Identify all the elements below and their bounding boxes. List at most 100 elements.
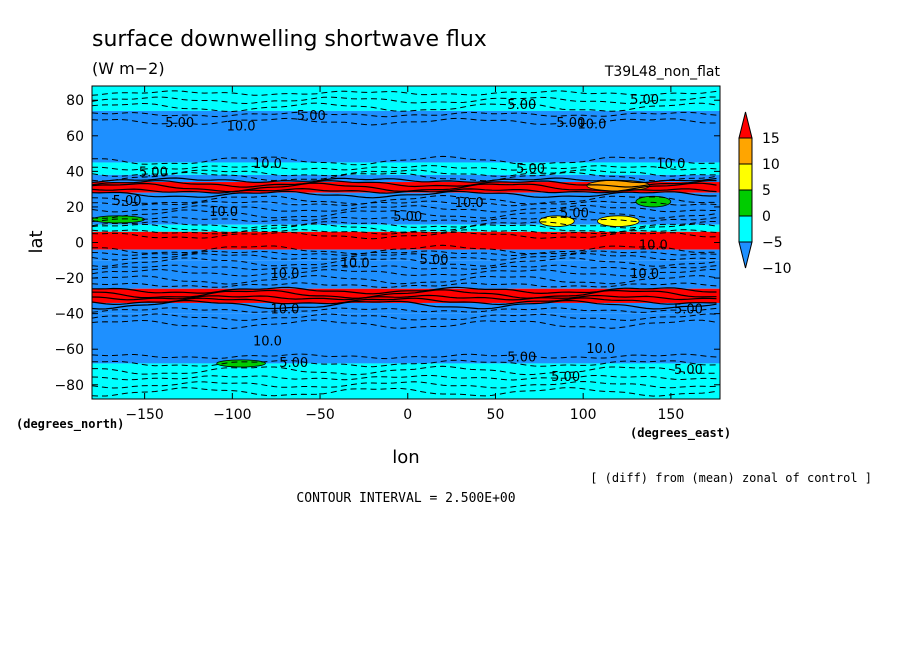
contour-line-13 bbox=[92, 190, 717, 199]
contour-band-9 bbox=[92, 249, 720, 261]
contour-label-7: 10.0 bbox=[253, 157, 282, 172]
x-tick-label-5: 100 bbox=[570, 407, 597, 423]
contour-band-7 bbox=[92, 224, 720, 232]
contour-line-6 bbox=[92, 165, 717, 171]
contour-line-23 bbox=[92, 244, 717, 255]
contour-line-26 bbox=[92, 257, 717, 267]
contour-label-20: 10.0 bbox=[630, 267, 659, 282]
contour-line-37 bbox=[92, 313, 717, 321]
x-units-label: (degrees_east) bbox=[630, 426, 731, 441]
contour-line-36 bbox=[92, 307, 717, 313]
contour-line-22 bbox=[92, 231, 717, 240]
contour-band-5 bbox=[92, 192, 720, 204]
contour-label-12: 10.0 bbox=[209, 205, 238, 220]
contour-line-25 bbox=[92, 252, 717, 261]
contour-label-18: 10.0 bbox=[639, 239, 668, 254]
contour-line-35 bbox=[92, 299, 717, 310]
colorbar-label-0: 15 bbox=[762, 131, 780, 147]
plot-area: 5.00 10.0 5.00 5.00 5.00 10.0 5.00 10.0 5.00 10.0… bbox=[91, 85, 721, 400]
contour-line-32 bbox=[92, 289, 717, 299]
contour-lines bbox=[92, 90, 717, 397]
contour-label-11: 5.00 bbox=[113, 194, 142, 209]
contour-line-0 bbox=[92, 90, 717, 96]
contour-label-25: 5.00 bbox=[279, 356, 308, 371]
contour-label-13: 10.0 bbox=[455, 196, 484, 211]
contour-patch-2 bbox=[635, 195, 672, 208]
contour-line-4 bbox=[92, 117, 717, 126]
x-axis-label: lon bbox=[392, 447, 419, 468]
contour-line-3 bbox=[92, 111, 717, 118]
contour-line-29 bbox=[92, 275, 717, 285]
colorbar-segment-2 bbox=[738, 163, 753, 191]
contour-label-3: 5.00 bbox=[507, 98, 536, 113]
contour-line-21 bbox=[92, 229, 717, 235]
contour-label-4: 5.00 bbox=[556, 116, 585, 131]
contour-band-14 bbox=[92, 363, 720, 399]
contour-band-12 bbox=[92, 302, 720, 314]
contour-line-14 bbox=[92, 194, 717, 205]
contour-line-17 bbox=[92, 209, 717, 219]
colorbar-segment-3 bbox=[738, 189, 753, 217]
contour-band-8 bbox=[92, 231, 720, 250]
contour-label-6: 5.00 bbox=[630, 93, 659, 108]
contour-label-24: 10.0 bbox=[586, 342, 615, 357]
x-tick-label-4: 50 bbox=[487, 407, 505, 423]
y-units-label: (degrees_north) bbox=[16, 417, 124, 432]
contour-line-15 bbox=[92, 200, 717, 207]
contour-line-18 bbox=[92, 216, 717, 223]
y-axis-label: lat bbox=[26, 230, 47, 253]
contour-line-2 bbox=[92, 102, 717, 113]
y-tick-label-8: −80 bbox=[54, 378, 84, 394]
colorbar-label-5: −10 bbox=[762, 261, 792, 277]
contour-label-2: 5.00 bbox=[297, 109, 326, 124]
x-tick-label-1: −100 bbox=[213, 407, 251, 423]
colorbar-top-triangle bbox=[738, 111, 753, 139]
contour-line-41 bbox=[92, 365, 717, 376]
y-tick-label-7: −60 bbox=[54, 342, 84, 358]
contour-band-13 bbox=[92, 313, 720, 364]
contour-line-9 bbox=[92, 177, 717, 184]
contour-line-7 bbox=[92, 169, 717, 177]
contour-line-38 bbox=[92, 319, 717, 330]
contour-label-14: 5.00 bbox=[393, 210, 422, 225]
contour-line-5 bbox=[92, 155, 717, 166]
contour-label-27: 5.00 bbox=[551, 370, 580, 385]
contour-line-24 bbox=[92, 250, 717, 257]
y-tick-label-6: −40 bbox=[54, 307, 84, 323]
contour-labels: 5.00 10.0 5.00 5.00 5.00 10.0 5.00 10.0 5.00 10.0… bbox=[113, 93, 703, 385]
contour-patch-1 bbox=[596, 215, 640, 227]
contour-line-42 bbox=[92, 374, 717, 381]
contour-line-27 bbox=[92, 264, 717, 271]
contour-line-16 bbox=[92, 204, 717, 213]
y-tick-label-0: 80 bbox=[66, 93, 84, 109]
contour-label-8: 5.00 bbox=[139, 166, 168, 181]
contour-line-43 bbox=[92, 380, 717, 389]
filled-contour-bands bbox=[92, 86, 720, 399]
contour-line-1 bbox=[92, 96, 717, 105]
contour-label-1: 10.0 bbox=[227, 119, 256, 134]
contour-band-3 bbox=[92, 174, 720, 183]
contour-line-8 bbox=[92, 171, 717, 182]
colorbar-label-1: 10 bbox=[762, 157, 780, 173]
contour-line-33 bbox=[92, 294, 717, 301]
colorbar: 15 10 5 0 −5 −10 bbox=[738, 111, 792, 277]
x-tick-label-2: −50 bbox=[305, 407, 335, 423]
y-tick-label-2: 40 bbox=[66, 164, 84, 180]
contour-interval-label: CONTOUR INTERVAL = 2.500E+00 bbox=[296, 491, 515, 506]
contour-line-34 bbox=[92, 297, 717, 306]
contour-label-23: 10.0 bbox=[253, 335, 282, 350]
contour-label-16: 10.0 bbox=[341, 256, 370, 271]
contour-label-0: 5.00 bbox=[165, 116, 194, 131]
colorbar-segment-4 bbox=[738, 215, 753, 243]
y-tick-label-3: 20 bbox=[66, 200, 84, 216]
contour-band-0 bbox=[92, 86, 720, 111]
x-tick-label-3: 0 bbox=[403, 407, 412, 423]
contour-label-22: 5.00 bbox=[674, 303, 703, 318]
contour-line-44 bbox=[92, 387, 717, 397]
contour-label-10: 5.00 bbox=[516, 162, 545, 177]
contour-label-17: 5.00 bbox=[420, 253, 449, 268]
contour-band-1 bbox=[92, 110, 720, 163]
contour-line-12 bbox=[92, 187, 717, 194]
contour-patch-0 bbox=[539, 215, 575, 227]
contour-line-19 bbox=[92, 221, 717, 229]
